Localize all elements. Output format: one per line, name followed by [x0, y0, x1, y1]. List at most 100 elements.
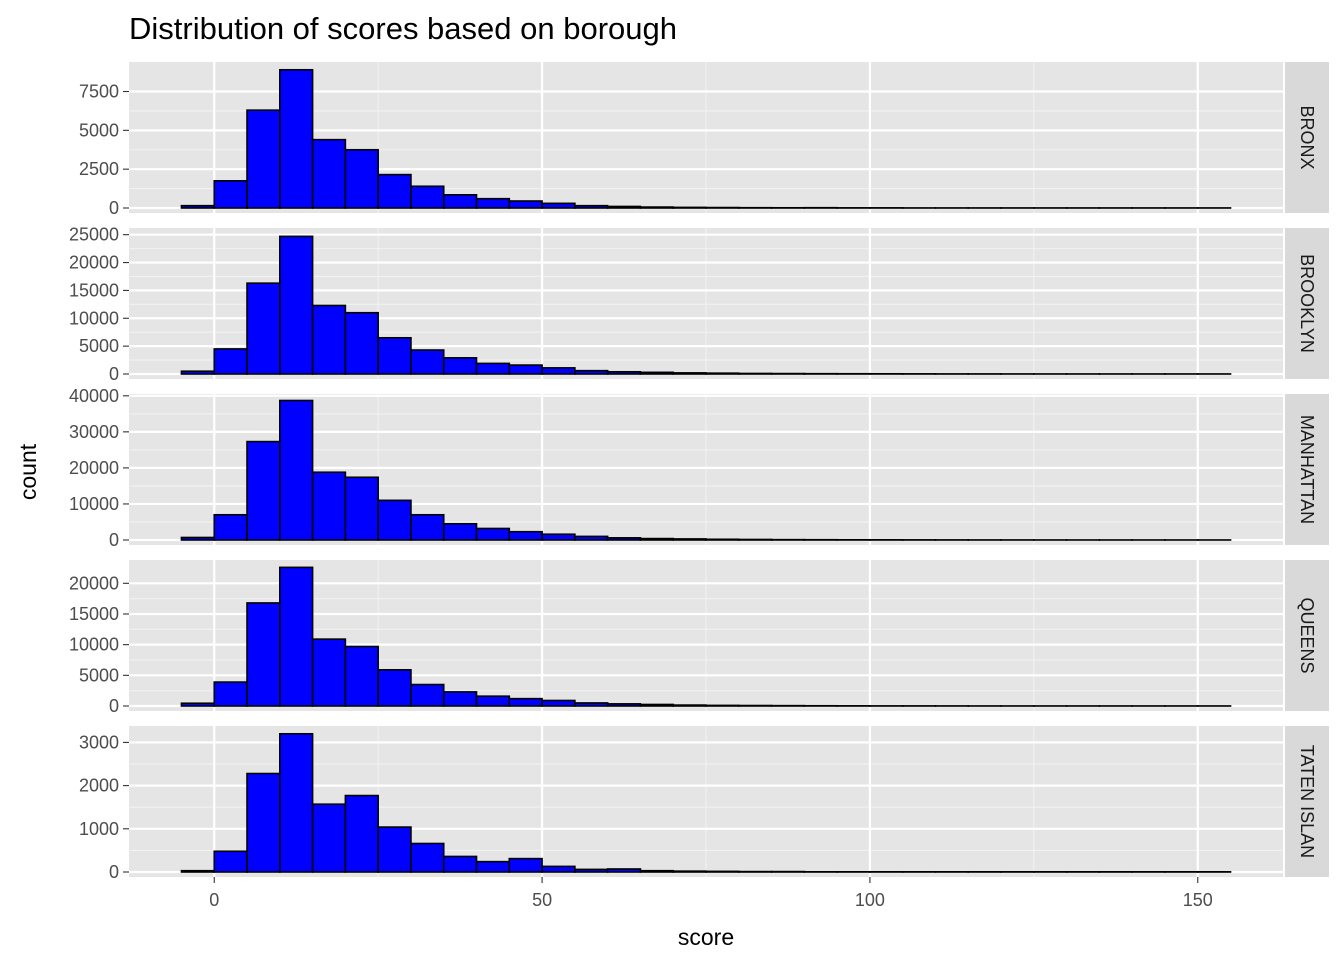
histogram-bar: [377, 336, 412, 375]
strip-background: [1285, 62, 1329, 213]
histogram-bar: [442, 691, 478, 707]
histogram-bar: [410, 683, 445, 707]
histogram-bar: [279, 732, 314, 873]
histogram-bar: [606, 868, 642, 873]
histogram-bar: [541, 699, 576, 707]
y-tick-label: 20000: [69, 253, 119, 273]
histogram-bar: [377, 173, 412, 209]
histogram-bar: [213, 348, 248, 375]
facet-strip-label: BRONX: [1297, 105, 1317, 169]
histogram-bar: [246, 440, 281, 541]
histogram-bar: [475, 527, 511, 541]
y-tick-label: 15000: [69, 604, 119, 624]
y-tick-label: 20000: [69, 458, 119, 478]
histogram-bar: [639, 869, 675, 873]
histogram-bar: [705, 870, 740, 873]
y-tick-label: 30000: [69, 422, 119, 442]
y-tick-label: 7500: [79, 82, 119, 102]
histogram-bar: [246, 109, 281, 209]
y-tick-label: 0: [109, 364, 119, 384]
histogram-bar: [639, 371, 675, 375]
facet-panel: 0 5000 10000 15000 20000 25000 BROOKLYN: [69, 225, 1329, 384]
histogram-bar: [442, 357, 478, 375]
histogram-bar: [574, 204, 609, 209]
histogram-bar: [639, 703, 675, 707]
histogram-bar: [606, 370, 642, 375]
histogram-bar: [475, 860, 511, 873]
histogram-bar: [311, 138, 347, 209]
histogram-bar: [377, 499, 412, 541]
histogram-bar: [475, 197, 511, 209]
histogram-bar: [672, 704, 707, 707]
y-tick-label: 0: [109, 530, 119, 550]
y-tick-label: 10000: [69, 494, 119, 514]
y-tick-label: 40000: [69, 386, 119, 406]
histogram-bar: [180, 204, 216, 209]
histogram-bar: [410, 185, 445, 209]
histogram-bar: [410, 842, 445, 873]
histogram-bar: [442, 522, 478, 541]
y-tick-label: 5000: [79, 120, 119, 140]
histogram-bar: [672, 870, 707, 873]
histogram-bar: [344, 645, 379, 707]
histogram-bar: [213, 513, 248, 541]
x-tick-label: 150: [1183, 890, 1213, 910]
x-tick-label: 100: [855, 890, 885, 910]
histogram-bar: [639, 206, 675, 209]
x-tick-label: 0: [209, 890, 219, 910]
histogram-bar: [279, 566, 314, 707]
y-tick-label: 2500: [79, 159, 119, 179]
histogram-bar: [410, 513, 445, 541]
histogram-bar: [344, 311, 379, 375]
histogram-bar: [344, 794, 379, 873]
histogram-bar: [737, 538, 773, 541]
histogram-bar: [180, 702, 216, 707]
histogram-bar: [508, 530, 543, 541]
histogram-bar: [541, 865, 576, 873]
histogram-bar: [475, 362, 511, 375]
x-tick-label: 50: [532, 890, 552, 910]
histogram-bar: [574, 868, 609, 873]
histogram-bar: [574, 369, 609, 375]
facet-panel: 0 1000 2000 3000 TATEN ISLAN: [79, 726, 1329, 882]
histogram-bar: [574, 702, 609, 707]
histogram-bar: [344, 476, 379, 541]
histogram-bar: [672, 372, 707, 375]
histogram-bar: [180, 536, 216, 541]
histogram-bar: [377, 826, 412, 873]
histogram-bar: [311, 304, 347, 375]
histogram-bar: [180, 370, 216, 375]
histogram-bar: [410, 349, 445, 375]
facet-strip-label: BROOKLYN: [1297, 254, 1317, 353]
histogram-bar: [541, 533, 576, 541]
histogram-bar: [377, 669, 412, 707]
histogram-bar: [574, 535, 609, 541]
histogram-bar: [705, 538, 740, 541]
y-axis-title: count: [15, 443, 41, 500]
histogram-bar: [606, 703, 642, 707]
y-tick-label: 3000: [79, 732, 119, 752]
histogram-bar: [508, 364, 543, 375]
histogram-bar: [311, 803, 347, 873]
histogram-bar: [442, 855, 478, 873]
histogram-bar: [705, 372, 740, 375]
y-tick-label: 1000: [79, 819, 119, 839]
y-tick-label: 10000: [69, 635, 119, 655]
facet-panel: 0 10000 20000 30000 40000 MANHATTAN: [69, 386, 1329, 550]
strip-background: [1285, 394, 1329, 545]
y-tick-label: 5000: [79, 665, 119, 685]
histogram-bar: [180, 869, 216, 873]
histogram-bar: [213, 180, 248, 209]
histogram-bar: [311, 471, 347, 541]
y-tick-label: 15000: [69, 280, 119, 300]
y-tick-label: 20000: [69, 573, 119, 593]
histogram-bar: [672, 206, 707, 209]
chart-title: Distribution of scores based on borough: [129, 11, 677, 46]
y-tick-label: 0: [109, 198, 119, 218]
facet-strip-label: MANHATTAN: [1297, 415, 1317, 524]
histogram-bar: [737, 372, 773, 375]
histogram-bar: [213, 850, 248, 873]
histogram-bar: [639, 537, 675, 541]
histogram-bar: [279, 235, 314, 375]
